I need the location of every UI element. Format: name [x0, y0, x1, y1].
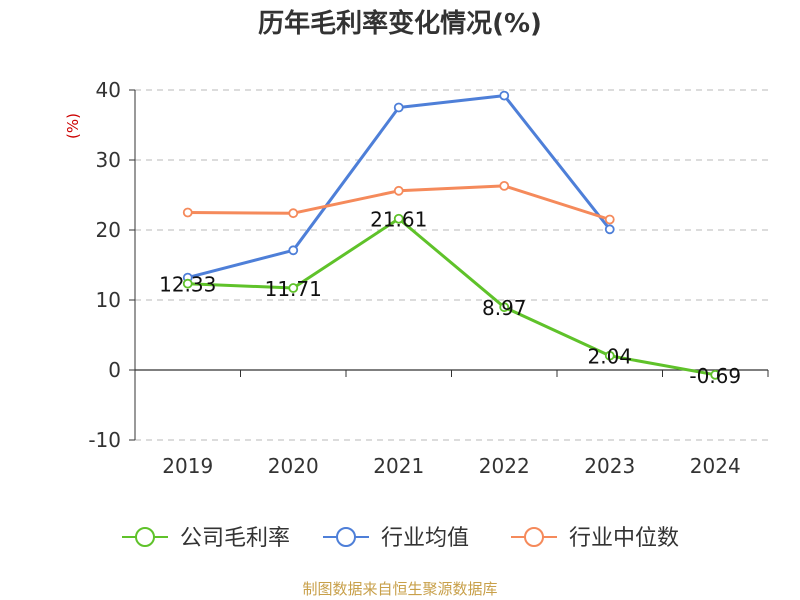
- data-point: [393, 102, 404, 113]
- data-point: [393, 185, 404, 196]
- axes: -10 0 10 20 30 40 2019 2020 2021 2022 2023 2024: [88, 78, 769, 478]
- y-tick-label: -10: [88, 428, 121, 452]
- y-tick-label: 0: [108, 358, 121, 382]
- x-tick-label: 2019: [162, 454, 213, 478]
- data-point: [288, 245, 299, 256]
- y-tick-label: 30: [96, 148, 121, 172]
- x-tick-label: 2020: [268, 454, 319, 478]
- data-point: [604, 350, 615, 361]
- legend-marker: [336, 527, 356, 547]
- data-point: [604, 224, 615, 235]
- data-label: 12.33: [159, 273, 216, 297]
- y-tick-label: 10: [96, 288, 121, 312]
- data-labels: 12.33 11.71 21.61 8.97 2.04 -0.69: [159, 208, 741, 388]
- data-point: [393, 213, 404, 224]
- x-tick-label: 2021: [373, 454, 424, 478]
- data-label: 2.04: [587, 345, 632, 369]
- data-point: [288, 283, 299, 293]
- data-point: [499, 90, 510, 101]
- legend: 公司毛利率 行业均值 行业中位数: [122, 526, 679, 551]
- data-point: [499, 302, 510, 313]
- legend-label: 公司毛利率: [180, 526, 290, 551]
- data-point: [182, 278, 193, 289]
- data-point: [499, 180, 510, 191]
- data-label: 21.61: [370, 208, 427, 232]
- legend-marker: [135, 527, 155, 547]
- series-line-0: [187, 217, 716, 377]
- data-point: [604, 214, 615, 225]
- data-point: [710, 369, 721, 380]
- chart-title: 历年毛利率变化情况(%): [258, 8, 542, 39]
- legend-label: 行业均值: [381, 526, 469, 551]
- data-point: [182, 207, 193, 218]
- data-label: 8.97: [482, 296, 527, 320]
- x-tick-label: 2022: [479, 454, 530, 478]
- grid: [135, 89, 768, 441]
- legend-marker: [524, 527, 544, 547]
- data-label: 11.71: [265, 277, 322, 301]
- series-lines: [182, 90, 721, 380]
- x-tick-label: 2024: [690, 454, 741, 478]
- y-axis-label: (%): [64, 113, 82, 139]
- y-tick-label: 40: [96, 78, 121, 102]
- data-label: -0.69: [689, 364, 741, 388]
- y-tick-label: 20: [96, 218, 121, 242]
- source-note: 制图数据来自恒生聚源数据库: [302, 580, 497, 598]
- x-tick-label: 2023: [584, 454, 635, 478]
- data-point: [288, 208, 299, 219]
- legend-label: 行业中位数: [569, 526, 679, 551]
